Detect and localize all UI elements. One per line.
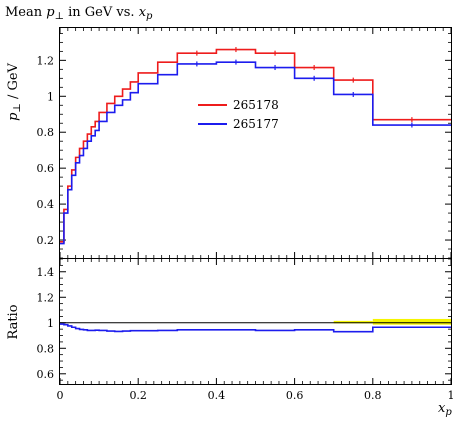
x-tick-label-4: 0.8: [364, 389, 382, 402]
title-xvar-sub: p: [146, 11, 153, 22]
x-tick-label-1: 0.2: [129, 389, 147, 402]
y-axis-rest: / GeV: [6, 62, 21, 103]
legend-label-265178: 265178: [233, 98, 279, 112]
y-axis-title: p⊥ / GeV: [6, 62, 23, 120]
ratio-tick-label-4: 1.4: [37, 266, 55, 279]
y-tick-label-4: 1: [47, 90, 54, 103]
series-line-265177: [60, 61, 451, 245]
x-tick-label-3: 0.6: [286, 389, 304, 402]
y-tick-label-2: 0.6: [37, 162, 55, 175]
ratio-tick-label-1: 0.8: [37, 342, 55, 355]
title-xvar: x: [139, 5, 147, 20]
ratio-tick-label-3: 1.2: [37, 291, 55, 304]
ratio-plot-frame: [59, 258, 452, 385]
x-axis-var-sub: p: [445, 407, 452, 418]
chart-title: Mean p⊥ in GeV vs. xp: [5, 5, 153, 22]
ratio-tick-label-0: 0.6: [37, 368, 55, 381]
legend-label-265177: 265177: [233, 117, 279, 131]
legend: 265178 265177: [198, 98, 279, 131]
x-tick-label-0: 0: [57, 389, 64, 402]
chart-marks: 0 0.2 0.4 0.6 0.8 1 0.2 0.4 0.6 0.8 1 1.2 0.6 0.8 1 1.2…: [37, 28, 455, 402]
title-var: p: [46, 5, 55, 20]
y-tick-label-5: 1.2: [37, 54, 55, 67]
y-tick-label-1: 0.4: [37, 198, 55, 211]
x-tick-label-5: 1: [448, 389, 455, 402]
title-lead: Mean: [5, 5, 46, 20]
title-mid: in GeV vs.: [64, 5, 139, 20]
y-tick-label-0: 0.2: [37, 234, 55, 247]
x-tick-label-2: 0.4: [208, 389, 226, 402]
ratio-band-1: [372, 318, 451, 325]
y-axis-var: p: [6, 112, 21, 121]
ratio-band-0: [333, 320, 373, 324]
ratio-axis-title: Ratio: [6, 304, 21, 339]
ratio-series-line: [60, 323, 451, 333]
title-var-sub: ⊥: [55, 11, 64, 22]
x-axis-title: xp: [438, 401, 452, 418]
x-axis-var: x: [438, 401, 446, 416]
ratio-tick-label-2: 1: [47, 317, 54, 330]
y-tick-label-3: 0.8: [37, 126, 55, 139]
y-axis-var-sub: ⊥: [12, 103, 23, 112]
series-line-265178: [60, 48, 451, 243]
